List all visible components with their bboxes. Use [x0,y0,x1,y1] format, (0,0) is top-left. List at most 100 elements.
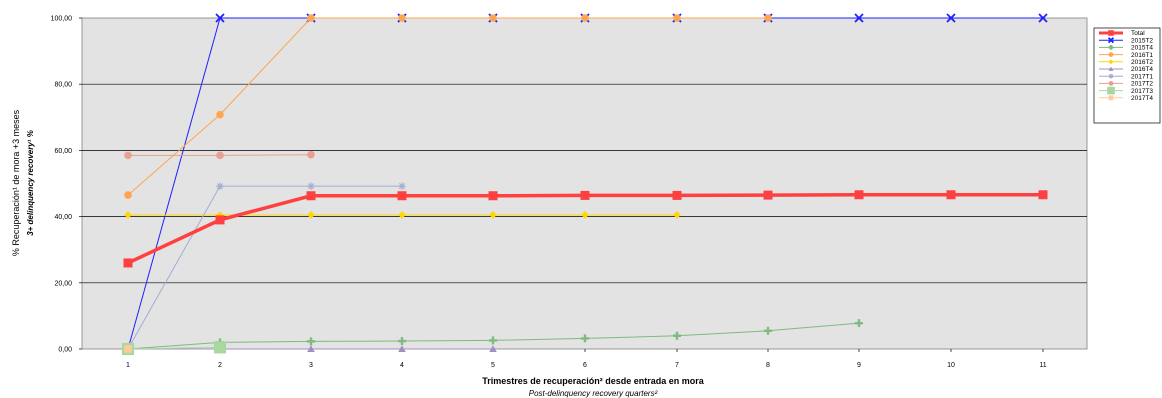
y-tick-labels: 0,00 20,00 40,00 60,00 80,00 100,00 [51,16,73,354]
data-point [124,191,132,199]
y-tick-label: 40,00 [54,214,72,221]
data-point [581,211,589,219]
x-tick-label: 10 [947,362,955,369]
legend-label: 2017T3 [1131,88,1153,95]
legend-label: 2016T1 [1131,52,1153,59]
legend-label: Total [1131,30,1145,37]
data-point [398,345,406,353]
y-tick-label: 80,00 [54,82,72,89]
legend-item: 2017T2 [1099,81,1153,88]
data-point [307,150,315,159]
legend-swatch-marker [1107,37,1115,44]
data-point [307,211,315,219]
data-point [488,191,498,201]
y-axis-title: % Recuperación¹ de mora +3 meses [11,109,21,256]
data-point [763,190,773,200]
legend-swatch-marker [1107,86,1115,95]
legend-label: 2015T2 [1131,37,1153,44]
data-point [398,337,406,346]
data-point [216,110,224,119]
y-axis-subtitle: 3+ delinquency recovery¹ % [26,130,35,236]
data-point [764,14,772,22]
series-2017t4 [124,345,132,353]
x-tick-label: 7 [675,362,679,369]
data-point [124,345,132,353]
x-tick-label: 4 [400,362,404,369]
data-point [764,326,772,335]
legend-swatch-marker [1108,52,1114,57]
data-point [489,345,497,353]
plot-area [81,17,1088,350]
data-point [306,191,316,201]
data-point [1038,13,1048,23]
data-point [398,211,406,219]
data-point [397,191,407,201]
data-point [307,14,315,22]
legend-label: 2017T2 [1131,81,1153,88]
data-point [581,334,589,343]
legend-box [1093,27,1161,124]
legend-label: 2015T4 [1131,45,1153,52]
x-axis-subtitle: Post-delinquency recovery quarters² [529,389,658,398]
series-line [127,346,221,350]
data-point [398,14,406,22]
x-tick-label: 11 [1039,362,1046,369]
legend-swatch-marker [1108,95,1114,101]
legend-swatch-marker [1108,81,1114,86]
legend-label: 2016T4 [1131,66,1153,73]
x-tick-label: 5 [491,362,495,369]
data-point [854,13,864,23]
data-point [946,13,956,23]
y-tick-label: 60,00 [54,148,72,155]
legend-item: 2016T2 [1099,59,1153,66]
legend-label: 2016T2 [1131,59,1153,66]
legend-item: 2015T2 [1099,37,1153,44]
data-point [123,258,133,268]
y-tick-label: 100,00 [51,16,73,23]
data-point [124,151,132,160]
legend-label: 2017T1 [1131,73,1153,80]
legend-swatch-marker [1108,66,1114,71]
series-line [127,185,402,350]
data-point [946,190,956,200]
legend-swatch-marker [1108,73,1114,79]
data-point [489,211,497,219]
x-tick-label: 1 [126,362,130,369]
legend-item: 2015T4 [1099,45,1153,52]
legend-swatch-marker [1108,59,1114,65]
legend-item: 2017T4 [1099,95,1153,102]
y-tick-label: 0,00 [58,347,72,354]
series-2016t2 [124,211,681,219]
data-point [580,190,590,200]
series-line [127,17,768,196]
x-tick-label: 9 [857,362,861,369]
data-point [1038,190,1048,200]
data-point [216,151,224,160]
series-group [121,13,1048,356]
legend-item: 2016T1 [1099,52,1153,59]
data-point [855,319,863,328]
data-point [673,331,681,340]
data-point [673,211,681,219]
data-point [672,190,682,200]
data-point [854,190,864,200]
data-point [307,182,315,190]
data-point [489,336,497,345]
data-point [307,337,315,346]
x-tick-label: 6 [583,362,587,369]
legend: Total2015T22015T42016T12016T22016T42017T… [1093,27,1161,124]
data-point [581,14,589,22]
data-point [215,13,225,23]
x-tick-label: 8 [766,362,770,369]
data-point [398,182,406,190]
x-tick-label: 2 [218,362,222,369]
legend-item: 2017T1 [1099,73,1153,80]
data-point [215,215,225,225]
data-point [673,14,681,22]
legend-swatch-marker [1108,45,1114,50]
series-total [123,190,1048,268]
data-point [213,341,227,354]
data-point [124,211,132,219]
legend-swatch-marker [1108,30,1114,36]
